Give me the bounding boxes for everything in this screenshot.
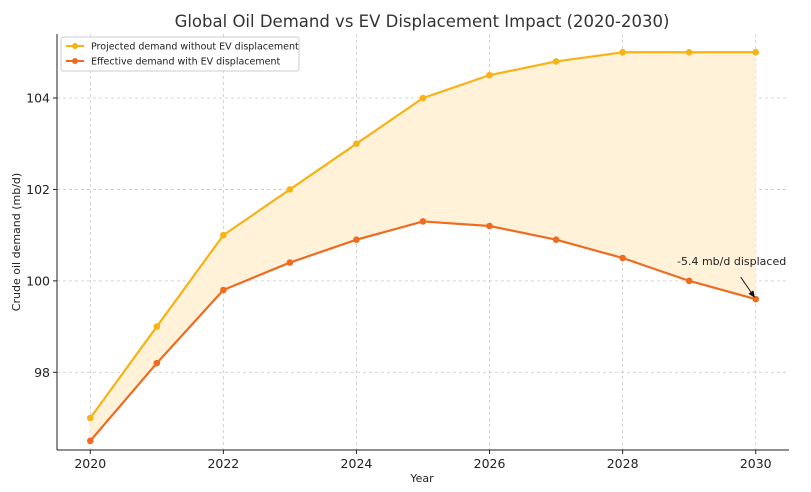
- data-point-projected: [486, 71, 493, 79]
- annotation: -5.4 mb/d displaced: [677, 255, 786, 298]
- fill-between-area: [90, 52, 756, 441]
- x-tick-label: 2022: [207, 456, 239, 471]
- fill-area: [90, 52, 756, 441]
- legend-label-projected: Projected demand without EV displacement: [91, 42, 299, 53]
- x-tick-label: 2026: [474, 456, 506, 471]
- data-point-effective: [286, 259, 294, 266]
- data-point-projected: [153, 323, 161, 330]
- y-axis-label: Crude oil demand (mb/d): [10, 173, 23, 311]
- y-tick-label: 102: [26, 182, 50, 197]
- data-point-projected: [619, 48, 626, 56]
- legend-label-effective: Effective demand with EV displacement: [91, 57, 280, 68]
- x-tick-label: 2028: [607, 456, 639, 471]
- y-tick-label: 100: [26, 273, 50, 288]
- series: [86, 48, 760, 445]
- legend: Projected demand without EV displacement…: [60, 36, 300, 72]
- tick-labels: 2020 2022 2024 2026 2028 2030 98 100 102 104: [26, 91, 772, 472]
- y-tick-label: 104: [26, 91, 50, 106]
- data-point-effective: [419, 218, 427, 225]
- axes: [53, 34, 789, 454]
- data-point-effective: [353, 236, 360, 244]
- x-tick-label: 2024: [341, 456, 373, 471]
- data-point-projected: [353, 140, 360, 148]
- data-point-projected: [220, 231, 227, 239]
- data-point-effective: [220, 286, 227, 294]
- x-tick-label: 2020: [74, 456, 106, 471]
- data-point-effective: [153, 359, 161, 367]
- annotation-text: -5.4 mb/d displaced: [677, 255, 786, 268]
- data-point-projected: [286, 186, 294, 193]
- data-point-effective: [685, 277, 693, 285]
- x-tick-label: 2030: [740, 456, 772, 471]
- legend-marker-effective: [72, 58, 78, 64]
- data-point-projected: [752, 48, 760, 56]
- data-point-projected: [419, 94, 427, 102]
- data-point-effective: [619, 254, 626, 262]
- data-point-projected: [552, 58, 560, 65]
- data-point-projected: [685, 48, 693, 56]
- data-point-effective: [552, 236, 560, 244]
- legend-marker-projected: [72, 43, 78, 49]
- data-point-projected: [86, 414, 94, 422]
- y-tick-label: 98: [34, 365, 50, 380]
- legend-box: [60, 36, 300, 72]
- chart-title: Global Oil Demand vs EV Displacement Imp…: [175, 12, 670, 31]
- x-axis-label: Year: [409, 472, 434, 485]
- data-point-effective: [86, 437, 94, 445]
- annotation-arrowhead: [748, 290, 755, 298]
- data-point-effective: [486, 222, 493, 230]
- data-point-effective: [752, 295, 760, 303]
